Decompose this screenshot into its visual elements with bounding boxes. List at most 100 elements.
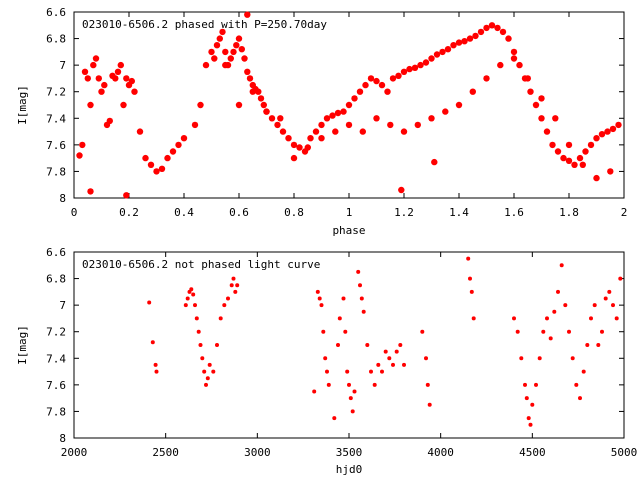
data-point bbox=[579, 161, 586, 168]
x-tick-label: 1.8 bbox=[559, 206, 579, 219]
data-point bbox=[505, 35, 512, 42]
data-point bbox=[321, 329, 326, 334]
data-point bbox=[576, 154, 584, 162]
x-tick-label: 2000 bbox=[61, 446, 88, 459]
data-point bbox=[112, 75, 119, 82]
x-tick-label: 3000 bbox=[244, 446, 271, 459]
x-tick-label: 0.2 bbox=[119, 206, 139, 219]
data-point bbox=[120, 101, 127, 109]
data-point bbox=[469, 289, 474, 294]
data-point bbox=[158, 165, 166, 172]
data-point bbox=[95, 75, 103, 82]
y-tick-label: 7 bbox=[59, 59, 66, 72]
data-point bbox=[196, 329, 201, 334]
data-point bbox=[255, 88, 262, 95]
data-point bbox=[347, 382, 351, 387]
data-point bbox=[394, 349, 399, 354]
data-point bbox=[367, 75, 375, 82]
data-point bbox=[218, 316, 223, 321]
data-point bbox=[169, 148, 177, 155]
data-point bbox=[180, 135, 188, 142]
data-point bbox=[549, 141, 556, 149]
data-point bbox=[466, 35, 474, 42]
data-point bbox=[515, 329, 520, 334]
data-point bbox=[277, 115, 284, 122]
data-point bbox=[213, 42, 221, 49]
data-point bbox=[497, 61, 504, 69]
data-point bbox=[326, 382, 331, 387]
data-point bbox=[398, 343, 403, 347]
data-point bbox=[337, 316, 342, 321]
data-point bbox=[208, 48, 215, 56]
data-point bbox=[317, 296, 322, 301]
data-point bbox=[290, 154, 298, 162]
data-point bbox=[229, 283, 234, 288]
data-point bbox=[523, 382, 527, 387]
y-tick-label: 6.8 bbox=[46, 33, 66, 46]
data-point bbox=[345, 369, 350, 374]
data-point bbox=[483, 24, 490, 32]
data-point bbox=[222, 48, 229, 56]
data-point bbox=[469, 88, 476, 95]
data-point bbox=[235, 101, 243, 109]
data-point bbox=[323, 115, 331, 122]
data-point bbox=[424, 356, 428, 361]
data-point bbox=[101, 81, 108, 89]
data-point bbox=[318, 121, 325, 129]
data-point bbox=[249, 88, 256, 95]
x-tick-label: 1.6 bbox=[504, 206, 524, 219]
data-point bbox=[567, 329, 571, 334]
data-point bbox=[200, 356, 205, 361]
data-point bbox=[211, 369, 216, 374]
data-point bbox=[552, 309, 557, 314]
data-point bbox=[400, 68, 408, 76]
y-axis-label: I[mag] bbox=[16, 85, 29, 125]
data-points bbox=[76, 11, 622, 199]
data-point bbox=[530, 402, 535, 407]
data-point bbox=[352, 389, 357, 394]
x-axis-label: hjd0 bbox=[336, 463, 363, 476]
data-point bbox=[153, 362, 158, 367]
data-point bbox=[312, 128, 320, 135]
data-point bbox=[398, 186, 405, 194]
data-point bbox=[358, 283, 362, 288]
data-point bbox=[510, 55, 518, 62]
data-point bbox=[84, 75, 92, 82]
data-point bbox=[607, 168, 614, 175]
data-point bbox=[345, 121, 353, 129]
y-axis-label: I[mag] bbox=[16, 325, 29, 365]
data-point bbox=[183, 303, 188, 308]
data-point bbox=[257, 95, 265, 102]
data-point bbox=[442, 108, 449, 115]
data-point bbox=[422, 59, 430, 66]
y-tick-label: 8 bbox=[59, 192, 66, 205]
x-tick-label: 0 bbox=[71, 206, 78, 219]
x-tick-label: 1.2 bbox=[394, 206, 414, 219]
data-point bbox=[389, 75, 397, 82]
data-point bbox=[383, 349, 388, 354]
data-point bbox=[263, 108, 270, 115]
data-point bbox=[527, 88, 534, 95]
data-point bbox=[79, 141, 86, 149]
y-tick-label: 7 bbox=[59, 299, 66, 312]
data-point bbox=[343, 329, 348, 334]
data-point bbox=[607, 289, 612, 294]
chart-title: 023010-6506.2 phased with P=250.70day bbox=[82, 18, 327, 31]
data-point bbox=[334, 109, 342, 117]
data-point bbox=[222, 61, 229, 69]
data-point bbox=[123, 192, 130, 199]
data-point bbox=[526, 416, 531, 421]
data-point bbox=[534, 382, 538, 387]
data-point bbox=[296, 144, 303, 151]
data-point bbox=[153, 168, 160, 175]
data-point bbox=[319, 303, 324, 308]
data-point bbox=[548, 336, 553, 341]
data-point bbox=[455, 101, 463, 109]
data-point bbox=[528, 422, 533, 427]
data-point bbox=[194, 316, 199, 321]
data-point bbox=[545, 316, 549, 321]
data-point bbox=[189, 287, 194, 292]
x-tick-label: 1 bbox=[346, 206, 353, 219]
data-point bbox=[136, 128, 144, 135]
